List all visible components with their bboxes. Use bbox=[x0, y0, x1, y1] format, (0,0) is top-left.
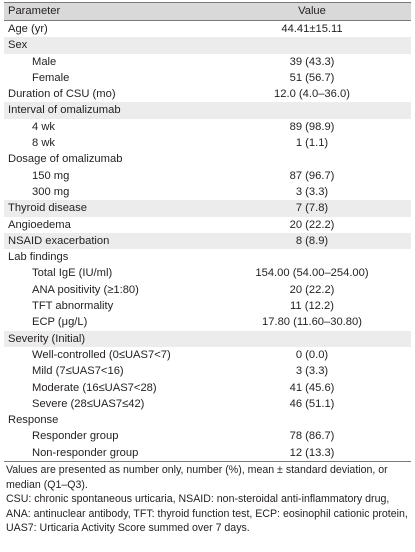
row-parameter: Interval of omalizumab bbox=[8, 104, 121, 117]
table-row: NSAID exacerbation 8 (8.9) bbox=[4, 232, 411, 250]
table-body: Age (yr) 44.41±15.11 Sex Male 39 (43.3) Femal… bbox=[4, 21, 411, 463]
table-row: 4 wk 89 (98.9) bbox=[4, 119, 411, 135]
table-row: Responder group 78 (86.7) bbox=[4, 428, 411, 444]
table-row: TFT abnormality 11 (12.2) bbox=[4, 298, 411, 314]
row-value: 41 (45.6) bbox=[289, 381, 335, 394]
row-value: 154.00 (54.00–254.00) bbox=[255, 267, 369, 280]
table-row: Female 51 (56.7) bbox=[4, 70, 411, 86]
row-value: 46 (51.1) bbox=[289, 397, 335, 410]
table-row: 150 mg 87 (96.7) bbox=[4, 168, 411, 184]
footnote-abbreviations: CSU: chronic spontaneous urticaria, NSAI… bbox=[6, 493, 408, 535]
row-value: 12 (13.3) bbox=[289, 446, 335, 459]
row-parameter: NSAID exacerbation bbox=[8, 234, 110, 247]
table-row: Male 39 (43.3) bbox=[4, 54, 411, 70]
row-parameter: 8 wk bbox=[32, 137, 56, 150]
table-row: Well-controlled (0≤UAS7<7) 0 (0.0) bbox=[4, 347, 411, 363]
row-parameter: Lab findings bbox=[8, 251, 69, 264]
table-row: Thyroid disease 7 (7.8) bbox=[4, 200, 411, 217]
row-parameter: Dosage of omalizumab bbox=[8, 153, 123, 166]
row-parameter: Female bbox=[32, 71, 70, 84]
table-row: Duration of CSU (mo) 12.0 (4.0–36.0) bbox=[4, 86, 411, 102]
row-value: 89 (98.9) bbox=[289, 120, 335, 133]
row-value: 78 (86.7) bbox=[289, 430, 335, 443]
header-parameter: Parameter bbox=[8, 5, 61, 17]
table-row: Lab findings bbox=[4, 249, 411, 265]
row-value: 7 (7.8) bbox=[295, 202, 329, 215]
row-parameter: Angioedema bbox=[8, 218, 71, 231]
row-value: 39 (43.3) bbox=[289, 55, 335, 68]
row-value: 11 (12.2) bbox=[290, 300, 334, 313]
row-value: 20 (22.2) bbox=[289, 283, 335, 296]
row-value: 44.41±15.11 bbox=[281, 23, 343, 35]
table-row: Interval of omalizumab bbox=[4, 102, 411, 119]
table-row: Non-responder group 12 (13.3) bbox=[4, 445, 411, 463]
table-row: Age (yr) 44.41±15.11 bbox=[4, 21, 411, 37]
table-header-row: Parameter Value bbox=[4, 2, 411, 21]
row-parameter: Severity (Initial) bbox=[8, 332, 86, 345]
table-row: 8 wk 1 (1.1) bbox=[4, 135, 411, 151]
table-row: ANA positivity (≥1:80) 20 (22.2) bbox=[4, 282, 411, 298]
row-parameter: Total IgE (IU/ml) bbox=[32, 267, 113, 280]
row-parameter: Severe (28≤UAS7≤42) bbox=[32, 397, 145, 410]
row-parameter: 4 wk bbox=[32, 120, 56, 133]
table-row: 300 mg 3 (3.3) bbox=[4, 184, 411, 200]
row-parameter: Well-controlled (0≤UAS7<7) bbox=[32, 348, 171, 361]
row-value: 12.0 (4.0–36.0) bbox=[274, 88, 350, 101]
row-value: 51 (56.7) bbox=[289, 71, 335, 84]
row-parameter: Sex bbox=[8, 39, 28, 52]
footnote-values: Values are presented as number only, num… bbox=[6, 464, 388, 491]
row-value: 8 (8.9) bbox=[295, 234, 329, 247]
row-parameter: Moderate (16≤UAS7<28) bbox=[32, 381, 157, 394]
row-value: 1 (1.1) bbox=[295, 137, 329, 150]
row-parameter: 150 mg bbox=[32, 169, 70, 182]
table-row: Total IgE (IU/ml) 154.00 (54.00–254.00) bbox=[4, 265, 411, 281]
row-parameter: 300 mg bbox=[32, 185, 70, 198]
row-value: 3 (3.3) bbox=[295, 365, 329, 378]
row-parameter: Non-responder group bbox=[32, 446, 139, 459]
table-row: Response bbox=[4, 412, 411, 428]
row-parameter: Male bbox=[32, 55, 57, 68]
row-parameter: ECP (μg/L) bbox=[32, 316, 88, 329]
row-value: 3 (3.3) bbox=[295, 185, 329, 198]
row-parameter: Age (yr) bbox=[8, 23, 48, 35]
table-row: Severity (Initial) bbox=[4, 330, 411, 347]
table-row: Mild (7≤UAS7<16) 3 (3.3) bbox=[4, 363, 411, 379]
row-parameter: Mild (7≤UAS7<16) bbox=[32, 365, 124, 378]
row-value: 87 (96.7) bbox=[289, 169, 335, 182]
row-value: 20 (22.2) bbox=[289, 218, 335, 231]
table-row: Sex bbox=[4, 37, 411, 54]
row-parameter: Responder group bbox=[32, 430, 119, 443]
table-row: ECP (μg/L) 17.80 (11.60–30.80) bbox=[4, 314, 411, 330]
table-footnotes: Values are presented as number only, num… bbox=[6, 463, 410, 536]
characteristics-table: Parameter Value Age (yr) 44.41±15.11 Sex Ma… bbox=[4, 2, 411, 463]
row-parameter: TFT abnormality bbox=[32, 300, 114, 313]
row-parameter: ANA positivity (≥1:80) bbox=[32, 283, 139, 296]
table-row: Angioedema 20 (22.2) bbox=[4, 217, 411, 233]
row-parameter: Thyroid disease bbox=[8, 202, 87, 215]
table-row: Moderate (16≤UAS7<28) 41 (45.6) bbox=[4, 380, 411, 396]
row-value: 0 (0.0) bbox=[295, 348, 329, 361]
table-row: Dosage of omalizumab bbox=[4, 151, 411, 167]
row-value: 17.80 (11.60–30.80) bbox=[262, 316, 362, 329]
header-value: Value bbox=[298, 5, 326, 17]
row-parameter: Duration of CSU (mo) bbox=[8, 88, 116, 101]
table-row: Severe (28≤UAS7≤42) 46 (51.1) bbox=[4, 396, 411, 412]
row-parameter: Response bbox=[8, 414, 59, 427]
